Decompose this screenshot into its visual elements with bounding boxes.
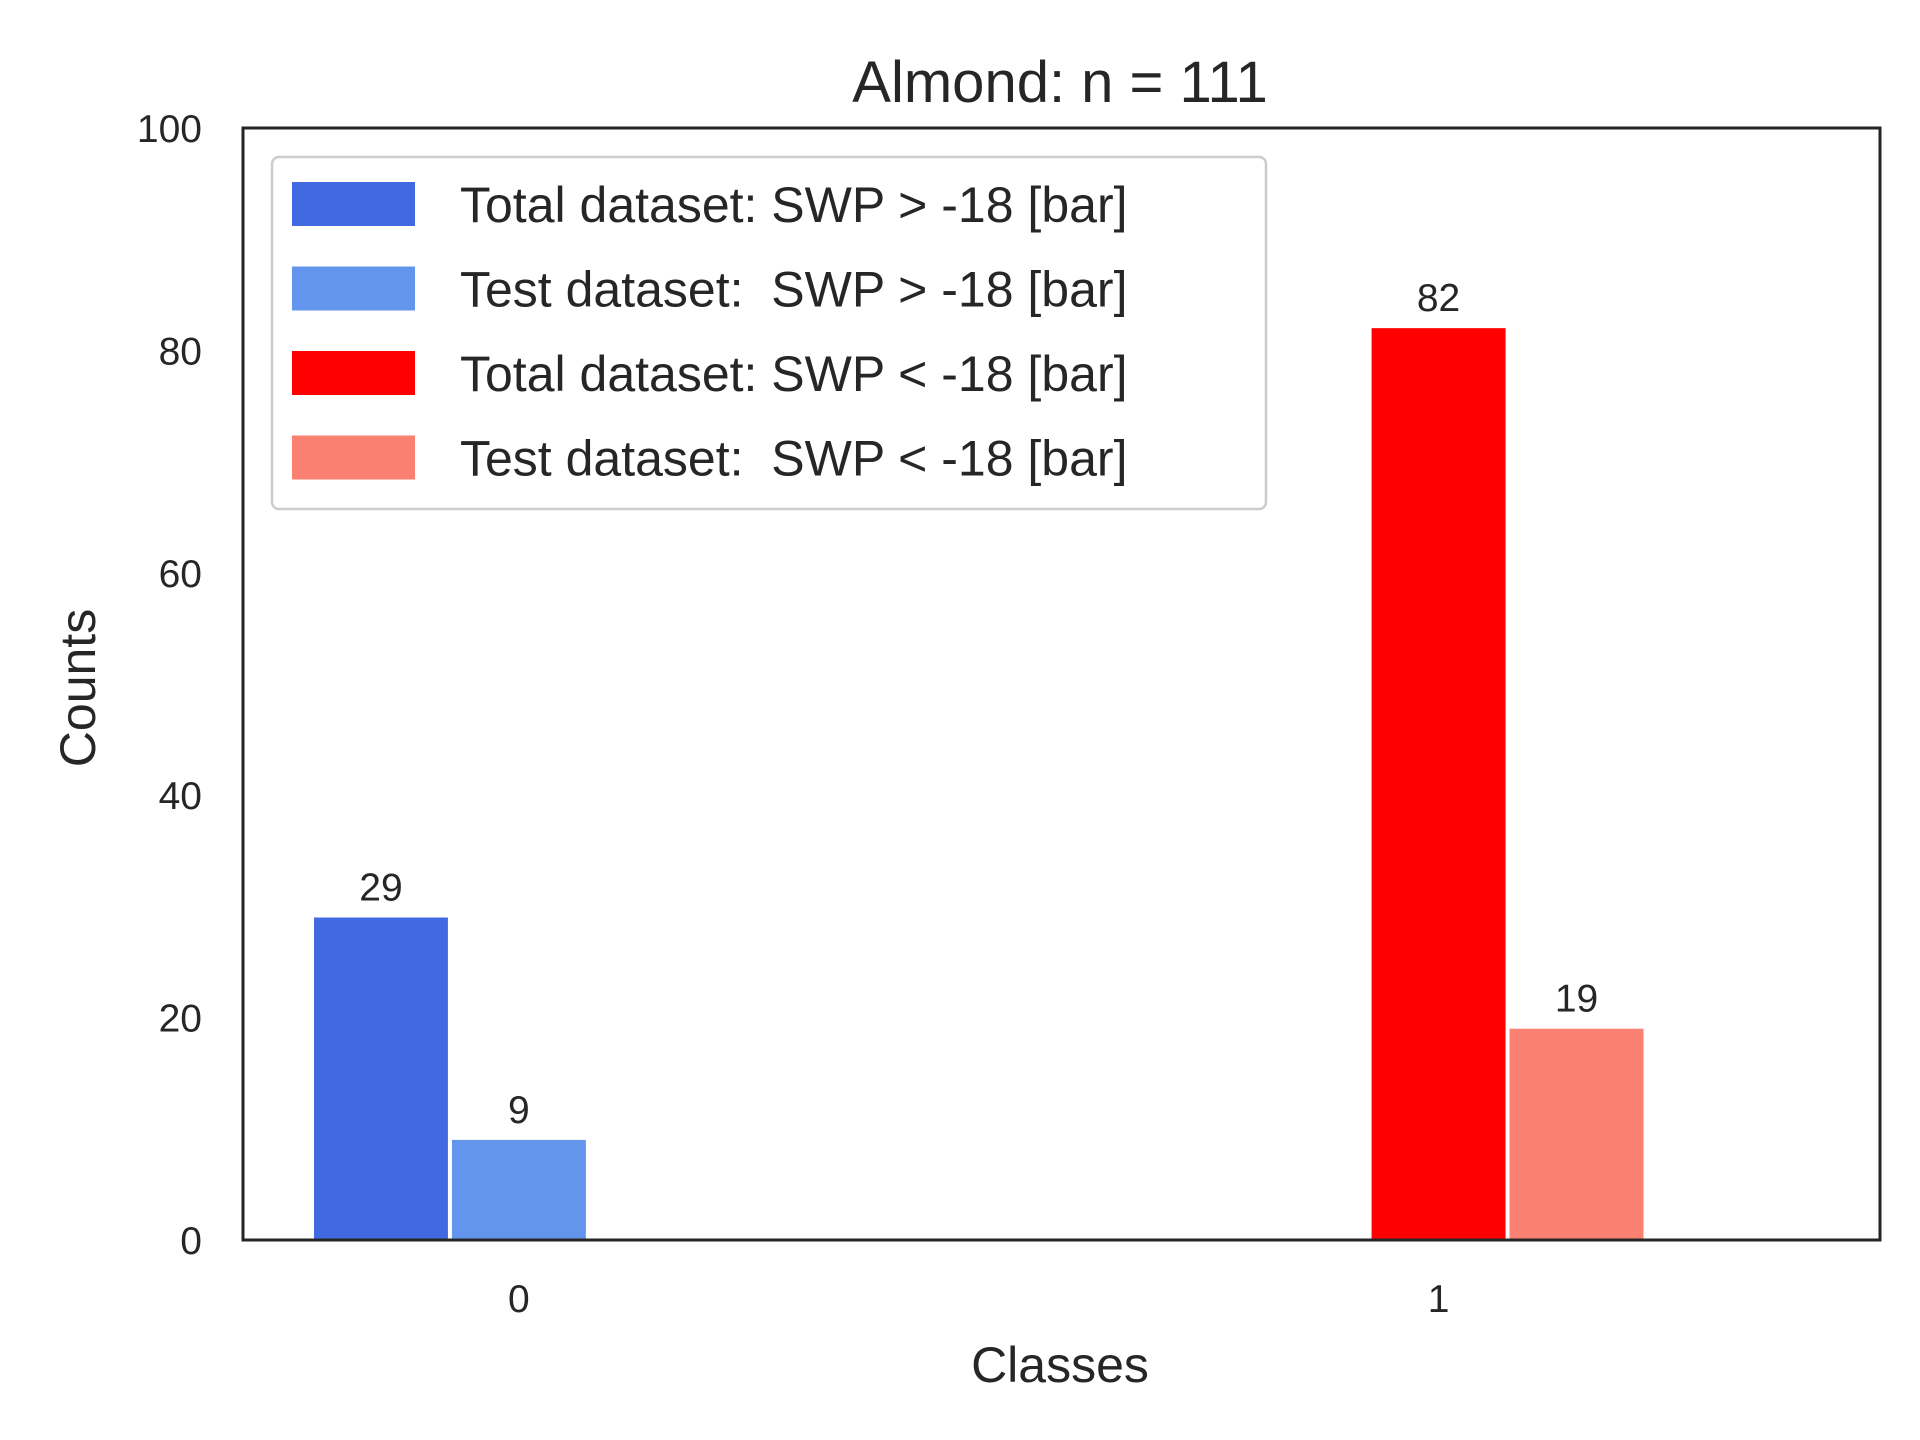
legend-swatch-2 xyxy=(292,351,415,395)
y-tick-label: 20 xyxy=(159,998,202,1041)
legend-label-1: Test dataset: SWP > -18 [bar] xyxy=(460,262,1127,318)
bar-value-label-series-0: 29 xyxy=(359,867,402,910)
legend-label-0: Total dataset: SWP > -18 [bar] xyxy=(460,177,1127,233)
legend-label-3: Test dataset: SWP < -18 [bar] xyxy=(460,431,1127,487)
legend-swatch-3 xyxy=(292,435,415,480)
x-tick-label: 1 xyxy=(1428,1278,1450,1321)
y-tick-label: 80 xyxy=(159,330,202,373)
bar-series-1-class-0 xyxy=(451,1139,586,1240)
bar-series-0-class-0 xyxy=(313,917,448,1240)
bars-group xyxy=(313,328,1644,1240)
bar-value-label-series-3: 19 xyxy=(1555,978,1598,1021)
y-tick-label: 40 xyxy=(159,775,202,818)
legend-frame xyxy=(270,155,1268,511)
x-axis-label: Classes xyxy=(971,1337,1149,1393)
legend: Total dataset: SWP > -18 [bar] Test datas… xyxy=(270,155,1268,511)
legend-swatch-0 xyxy=(292,182,415,226)
y-tick-label: 60 xyxy=(159,553,202,596)
y-tick-label: 0 xyxy=(180,1220,202,1263)
plot-frame xyxy=(241,126,1882,1242)
bar-labels-group: 29 9 82 19 xyxy=(359,277,1598,1132)
bar-value-label-series-1: 9 xyxy=(508,1089,530,1132)
chart-title: Almond: n = 111 xyxy=(852,50,1267,115)
y-ticks-group: 0 20 40 60 80 100 xyxy=(137,108,202,1263)
bar-series-2-class-1 xyxy=(1371,328,1506,1240)
y-axis-label: Counts xyxy=(50,609,106,767)
y-tick-label: 100 xyxy=(137,108,202,151)
x-tick-label: 0 xyxy=(508,1278,530,1321)
legend-label-2: Total dataset: SWP < -18 [bar] xyxy=(460,346,1127,402)
bar-series-3-class-1 xyxy=(1509,1028,1644,1240)
bar-value-label-series-2: 82 xyxy=(1417,277,1460,320)
legend-swatch-1 xyxy=(292,266,415,311)
